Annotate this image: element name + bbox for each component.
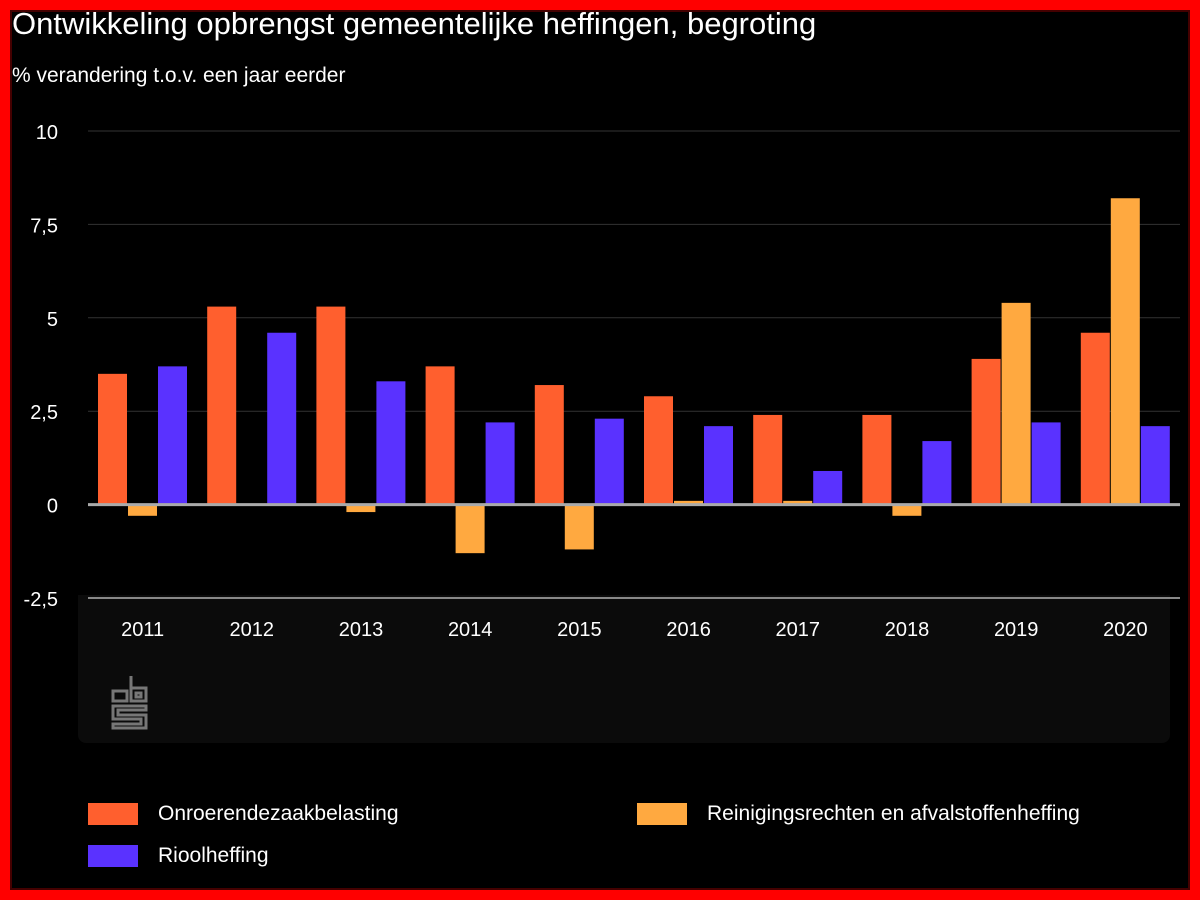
bar-reinigingsrechten en afvalstoffenheffing-2016 <box>674 500 703 505</box>
x-tick-label: 2012 <box>230 619 275 641</box>
x-tick-label: 2020 <box>1103 619 1148 641</box>
chart-subtitle: % verandering t.o.v. een jaar eerder <box>12 64 346 87</box>
bar-onroerendezaakbelasting-2020 <box>1080 332 1110 505</box>
bar-reinigingsrechten en afvalstoffenheffing-2013 <box>346 504 376 513</box>
y-tick-label: 5 <box>47 309 58 331</box>
bar-rioolheffing-2016 <box>704 426 733 505</box>
bar-rioolheffing-2018 <box>922 441 952 505</box>
x-tick-label: 2019 <box>994 619 1039 641</box>
bar-onroerendezaakbelasting-2017 <box>753 414 783 505</box>
x-tick-label: 2015 <box>557 619 602 641</box>
legend-swatch <box>88 803 138 825</box>
bar-reinigingsrechten en afvalstoffenheffing-2014 <box>455 504 485 554</box>
legend-label: Reinigingsrechten en afvalstoffenheffing <box>707 802 1080 825</box>
legend-swatch <box>88 845 138 867</box>
x-tick-label: 2011 <box>121 619 164 641</box>
bar-rioolheffing-2015 <box>594 418 624 505</box>
x-tick-label: 2018 <box>885 619 930 641</box>
x-tick-label: 2014 <box>448 619 493 641</box>
bar-rioolheffing-2020 <box>1140 426 1170 505</box>
y-tick-label: 2,5 <box>30 402 58 424</box>
bar-onroerendezaakbelasting-2016 <box>644 396 673 505</box>
bar-rioolheffing-2012 <box>267 332 297 505</box>
bar-rioolheffing-2014 <box>485 422 515 505</box>
bar-onroerendezaakbelasting-2012 <box>207 306 237 505</box>
legend-label: Onroerendezaakbelasting <box>158 802 399 825</box>
bar-reinigingsrechten en afvalstoffenheffing-2020 <box>1110 198 1140 505</box>
bar-onroerendezaakbelasting-2013 <box>316 306 346 505</box>
y-tick-label: 0 <box>47 496 58 518</box>
legend-label: Rioolheffing <box>158 844 269 867</box>
legend-item-ozb: Onroerendezaakbelasting <box>88 802 399 826</box>
bar-reinigingsrechten en afvalstoffenheffing-2017 <box>783 500 813 505</box>
plot-footer-area <box>78 595 1170 743</box>
bar-onroerendezaakbelasting-2011 <box>98 373 127 505</box>
bar-rioolheffing-2013 <box>376 381 406 505</box>
y-tick-label: -2,5 <box>24 589 58 611</box>
bar-rioolheffing-2019 <box>1031 422 1061 505</box>
bar-reinigingsrechten en afvalstoffenheffing-2019 <box>1001 302 1031 505</box>
bar-rioolheffing-2017 <box>813 470 843 505</box>
y-tick-label: 10 <box>36 122 58 144</box>
legend-item-reiniging: Reinigingsrechten en afvalstoffenheffing <box>637 802 1080 826</box>
x-tick-label: 2016 <box>666 619 711 641</box>
bar-reinigingsrechten en afvalstoffenheffing-2011 <box>128 504 157 516</box>
legend-swatch <box>637 803 687 825</box>
bar-onroerendezaakbelasting-2019 <box>971 358 1001 505</box>
legend-item-riool: Rioolheffing <box>88 844 269 868</box>
bar-onroerendezaakbelasting-2018 <box>862 414 892 505</box>
bar-rioolheffing-2011 <box>158 366 187 505</box>
bar-reinigingsrechten en afvalstoffenheffing-2015 <box>564 504 594 550</box>
y-tick-label: 7,5 <box>30 215 58 237</box>
cbs-logo-icon <box>111 676 148 730</box>
bar-onroerendezaakbelasting-2014 <box>425 366 455 505</box>
bar-reinigingsrechten en afvalstoffenheffing-2018 <box>892 504 922 516</box>
x-tick-label: 2017 <box>776 619 821 641</box>
x-tick-label: 2013 <box>339 619 384 641</box>
chart-title: Ontwikkeling opbrengst gemeentelijke hef… <box>12 6 817 41</box>
bar-onroerendezaakbelasting-2015 <box>534 385 564 505</box>
